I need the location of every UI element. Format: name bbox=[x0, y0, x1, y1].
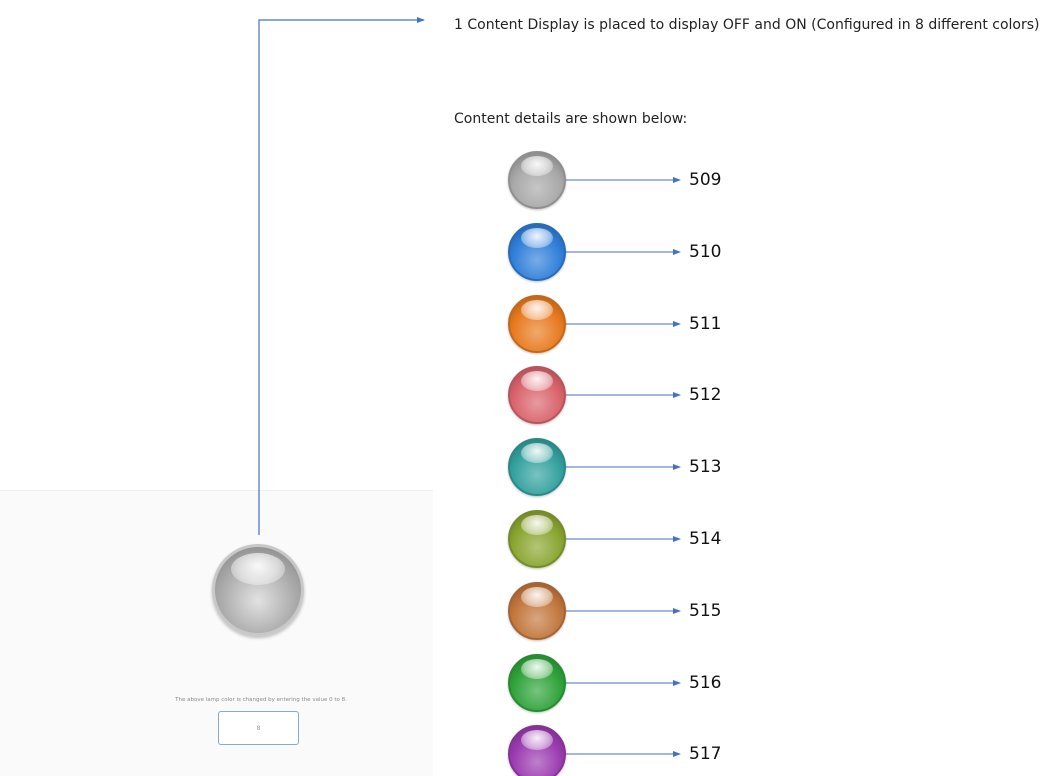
lamp-highlight bbox=[521, 300, 553, 320]
content-lamp-brown bbox=[508, 582, 566, 640]
lamp-highlight bbox=[521, 730, 553, 750]
lamp-highlight bbox=[521, 515, 553, 535]
main-connector-arrow bbox=[258, 17, 425, 535]
content-lamp-green bbox=[508, 654, 566, 712]
lamp-highlight bbox=[521, 587, 553, 607]
content-lamp-orange bbox=[508, 295, 566, 353]
content-lamp-purple bbox=[508, 725, 566, 776]
content-lamp-blue bbox=[508, 223, 566, 281]
content-lamp-olive bbox=[508, 510, 566, 568]
content-code-515: 515 bbox=[689, 601, 722, 621]
content-code-517: 517 bbox=[689, 744, 722, 764]
description-text: 1 Content Display is placed to display O… bbox=[454, 17, 1040, 33]
lamp-highlight bbox=[521, 371, 553, 391]
content-code-511: 511 bbox=[689, 314, 722, 334]
hmi-screen-panel bbox=[0, 490, 433, 776]
content-code-513: 513 bbox=[689, 457, 722, 477]
lamp-hint-text: The above lamp color is changed by enter… bbox=[175, 697, 347, 703]
content-code-509: 509 bbox=[689, 170, 722, 190]
lamp-highlight bbox=[521, 443, 553, 463]
content-arrows-group bbox=[566, 177, 681, 757]
content-code-516: 516 bbox=[689, 673, 722, 693]
content-code-514: 514 bbox=[689, 529, 722, 549]
content-code-512: 512 bbox=[689, 385, 722, 405]
lamp-highlight bbox=[521, 156, 553, 176]
content-lamp-teal bbox=[508, 438, 566, 496]
content-lamp-red bbox=[508, 366, 566, 424]
content-code-510: 510 bbox=[689, 242, 722, 262]
content-lamp-gray bbox=[508, 151, 566, 209]
details-heading: Content details are shown below: bbox=[454, 111, 688, 127]
main-lamp bbox=[212, 544, 304, 636]
lamp-highlight bbox=[231, 553, 285, 585]
lamp-value-input[interactable] bbox=[218, 711, 299, 745]
lamp-highlight bbox=[521, 228, 553, 248]
lamp-highlight bbox=[521, 659, 553, 679]
